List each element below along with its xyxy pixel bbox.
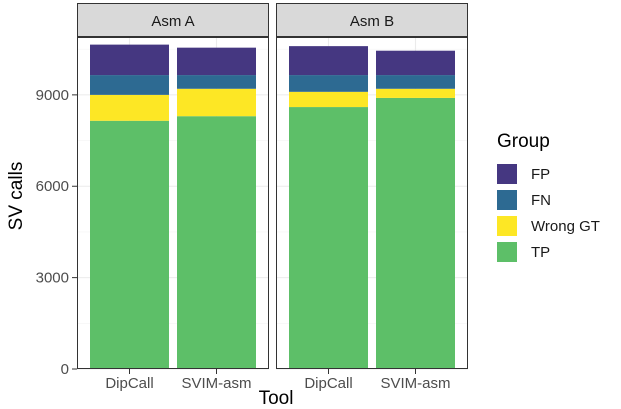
panel-asm-b: Asm B [276,3,468,370]
facet-strip-asm-b [276,3,468,37]
y-axis: 0 3000 6000 9000 [36,87,77,378]
legend-key-wrong-gt [497,216,517,236]
legend: Group FP FN Wrong GT TP [497,131,600,262]
panel-border [77,37,269,369]
bar-asm-b-svim-asm-fn [376,75,455,89]
x-tick-label-svim-asm: SVIM-asm [181,375,251,392]
bar-asm-b-svim-asm-tp [376,97,455,370]
bar-asm-a-dipcall-tp [90,120,169,369]
panel-border [276,37,468,369]
bar-asm-b-dipcall-fn [289,75,368,92]
legend-label-tp: TP [531,244,550,261]
x-tick-label-svim-asm: SVIM-asm [380,375,450,392]
bar-asm-b-svim-asm-wrong-gt [376,88,455,98]
legend-key-fp [497,164,517,184]
bar-asm-b-dipcall-fp [289,46,368,76]
bar-asm-a-dipcall-fp [90,44,169,76]
legend-title: Group [497,131,550,152]
y-axis-title: SV calls [6,162,27,231]
x-axis-title: Tool [259,388,294,409]
bar-asm-b-dipcall-tp [289,107,368,369]
y-tick-label-9000: 9000 [36,87,69,104]
facet-panels: Asm A Asm B [77,3,468,370]
panel-asm-a: Asm A [77,3,269,370]
bar-asm-a-svim-asm-fp [177,47,256,76]
legend-label-fp: FP [531,166,550,183]
legend-key-fn [497,190,517,210]
legend-label-wrong-gt: Wrong GT [531,218,600,235]
x-axis: DipCall SVIM-asm DipCall SVIM-asm [105,369,451,392]
x-tick-label-dipcall: DipCall [105,375,153,392]
facet-strip-asm-a [77,3,269,37]
legend-items: FP FN Wrong GT TP [497,164,600,262]
bar-asm-a-dipcall-fn [90,75,169,95]
bar-asm-a-svim-asm-fn [177,75,256,89]
bar-asm-b-dipcall-wrong-gt [289,91,368,108]
legend-key-tp [497,242,517,262]
bar-asm-a-svim-asm-wrong-gt [177,88,256,117]
x-tick-label-dipcall: DipCall [304,375,352,392]
y-tick-label-3000: 3000 [36,270,69,287]
facet-strip-label: Asm A [151,13,194,30]
y-tick-label-6000: 6000 [36,178,69,195]
bar-asm-b-svim-asm-fp [376,50,455,76]
facet-strip-label: Asm B [350,13,394,30]
bar-asm-a-dipcall-wrong-gt [90,94,169,121]
y-tick-label-0: 0 [61,361,69,378]
bar-asm-a-svim-asm-tp [177,116,256,369]
legend-label-fn: FN [531,192,551,209]
